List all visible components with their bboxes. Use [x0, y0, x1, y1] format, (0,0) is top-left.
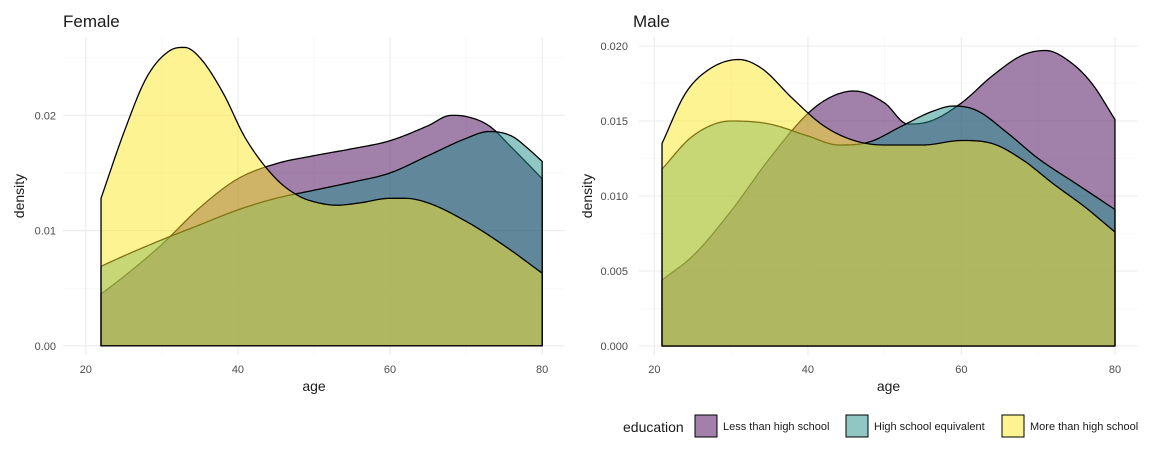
- panel-title: Female: [63, 12, 120, 31]
- male-panel: 20 40 60 80 0.000 0.005 0.010 0.015 0.020 Male age…: [579, 12, 1138, 394]
- legend-key-swatch: [1001, 414, 1025, 438]
- x-tick-label: 60: [384, 364, 396, 376]
- y-tick-label: 0.020: [600, 41, 628, 53]
- density-areas: [661, 49, 1116, 347]
- x-tick-label: 20: [80, 364, 92, 376]
- legend-key-swatch: [845, 414, 869, 438]
- y-axis-title: density: [11, 174, 27, 218]
- density-areas: [100, 46, 543, 347]
- y-tick-label: 0.005: [600, 266, 628, 278]
- legend-title: education: [623, 419, 684, 435]
- x-tick-label: 40: [232, 364, 244, 376]
- legend-label: More than high school: [1030, 421, 1138, 433]
- x-tick-label: 60: [955, 364, 967, 376]
- legend: education Less than high school High schoo…: [623, 414, 1138, 438]
- y-tick-label: 0.01: [35, 226, 56, 238]
- y-tick-label: 0.00: [35, 341, 56, 353]
- legend-item-more-than-high-school: More than high school: [1001, 414, 1138, 438]
- legend-label: High school equivalent: [874, 421, 985, 433]
- legend-item-less-than-high-school: Less than high school: [694, 414, 829, 438]
- legend-label: Less than high school: [723, 421, 829, 433]
- x-tick-label: 40: [802, 364, 814, 376]
- legend-item-high-school-equivalent: High school equivalent: [845, 414, 985, 438]
- density-area-more-than-high-school: [661, 58, 1116, 347]
- x-tick-label: 80: [1109, 364, 1121, 376]
- x-axis-title: age: [302, 378, 326, 394]
- x-axis-title: age: [877, 378, 901, 394]
- y-axis-title: density: [579, 174, 595, 218]
- density-area-more-than-high-school: [100, 46, 543, 347]
- x-tick-label: 20: [648, 364, 660, 376]
- y-tick-label: 0.02: [35, 110, 56, 122]
- female-panel: 20 40 60 80 0.00 0.01 0.02 Female age density: [11, 12, 565, 394]
- x-tick-label: 80: [536, 364, 548, 376]
- panel-title: Male: [633, 12, 670, 31]
- y-tick-label: 0.000: [600, 341, 628, 353]
- y-tick-label: 0.010: [600, 191, 628, 203]
- legend-key-swatch: [694, 414, 718, 438]
- y-tick-label: 0.015: [600, 116, 628, 128]
